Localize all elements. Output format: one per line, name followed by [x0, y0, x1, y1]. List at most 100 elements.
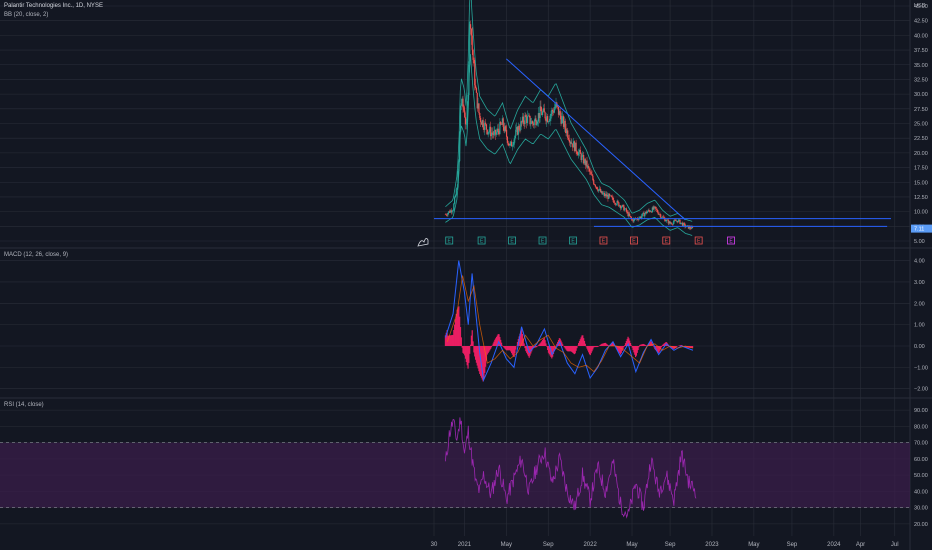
candle-body	[645, 211, 647, 214]
candle-body	[455, 189, 457, 196]
candle-body	[661, 216, 664, 218]
candle-body	[566, 130, 568, 134]
candle-body	[527, 115, 529, 117]
candle-body	[676, 221, 678, 222]
candle-body	[627, 211, 629, 217]
candle-body	[626, 211, 628, 213]
candle-body	[459, 131, 461, 162]
candle-body	[520, 121, 522, 130]
candle-body	[534, 118, 536, 121]
candle-body	[538, 113, 540, 119]
candle-body	[461, 98, 463, 104]
candle-body	[609, 195, 612, 197]
candle-body	[491, 132, 493, 134]
candle-body	[516, 127, 519, 135]
candle-body	[666, 219, 669, 221]
candle-body	[653, 206, 655, 210]
candle-body	[477, 103, 479, 109]
candle-body	[575, 142, 577, 152]
earnings-marker	[662, 236, 671, 245]
candle-body	[479, 113, 481, 118]
y-tick-label: 1.00	[914, 323, 925, 329]
candle-body	[510, 141, 512, 144]
candle-body	[642, 212, 644, 214]
x-tick-label: Sep	[543, 542, 554, 548]
y-tick-label: 45.00	[914, 4, 928, 10]
candle-body	[690, 228, 692, 229]
candle-body	[557, 106, 560, 115]
candle-body	[677, 219, 679, 223]
candle-body	[448, 211, 450, 214]
candle-body	[619, 205, 621, 207]
candle-body	[505, 129, 508, 137]
y-tick-label: 27.50	[914, 107, 928, 113]
candle-body	[525, 115, 527, 117]
candle-body	[598, 188, 601, 190]
earnings-marker	[445, 236, 454, 245]
candle-body	[592, 175, 594, 181]
candle-body	[650, 211, 652, 212]
candle-body	[593, 184, 596, 185]
candle-body	[476, 92, 478, 109]
candle-body	[689, 226, 691, 229]
earnings-marker-label: E	[571, 239, 575, 245]
candle-body	[618, 202, 620, 207]
y-tick-label: 30.00	[914, 92, 928, 98]
candle-body	[471, 35, 473, 50]
candle-body	[500, 124, 503, 125]
candle-body	[567, 130, 569, 138]
earnings-marker	[538, 236, 547, 245]
candle-body	[530, 123, 532, 125]
candle-body	[474, 85, 477, 89]
candle-body	[665, 220, 667, 222]
candle-body	[624, 208, 627, 209]
candle-body	[604, 193, 607, 197]
y-tick-label: 5.00	[914, 239, 925, 245]
candle-body	[650, 211, 653, 213]
y-tick-label: 50.00	[914, 473, 928, 479]
candle-body	[490, 126, 492, 137]
candle-body	[637, 219, 639, 220]
candle-body	[499, 122, 501, 134]
candle-body	[454, 197, 456, 204]
candle-body	[495, 132, 498, 135]
x-tick-label: 2024	[827, 542, 841, 548]
candle-body	[529, 115, 531, 125]
candle-body	[565, 128, 567, 134]
signal-line	[446, 275, 694, 373]
candle-body	[686, 225, 689, 226]
candle-body	[614, 203, 617, 205]
candle-body	[543, 108, 545, 113]
candle-body	[622, 205, 624, 206]
candle-body	[470, 28, 472, 36]
candle-body	[464, 117, 467, 125]
candle-body	[521, 116, 524, 123]
candle-body	[609, 193, 611, 196]
candle-body	[540, 106, 542, 112]
candle-body	[651, 207, 653, 213]
candle-body	[463, 107, 465, 111]
y-tick-label: 22.50	[914, 136, 928, 142]
y-tick-label: 10.00	[914, 210, 928, 216]
candle-body	[563, 120, 565, 127]
candle-body	[545, 118, 547, 122]
candle-body	[607, 194, 609, 199]
candle-body	[664, 218, 666, 222]
candle-body	[524, 115, 526, 125]
candle-body	[688, 226, 690, 229]
candle-body	[497, 128, 499, 131]
candle-body	[643, 212, 645, 217]
candle-body	[608, 193, 610, 199]
candle-body	[444, 214, 447, 216]
candle-body	[560, 115, 562, 124]
candle-body	[631, 219, 633, 221]
candle-body	[598, 189, 600, 192]
candle-body	[600, 191, 602, 193]
candle-body	[446, 215, 448, 216]
candle-body	[506, 136, 509, 143]
candle-body	[536, 123, 538, 126]
candle-body	[526, 116, 529, 123]
y-tick-label: 3.00	[914, 280, 925, 286]
candle-body	[512, 144, 514, 146]
